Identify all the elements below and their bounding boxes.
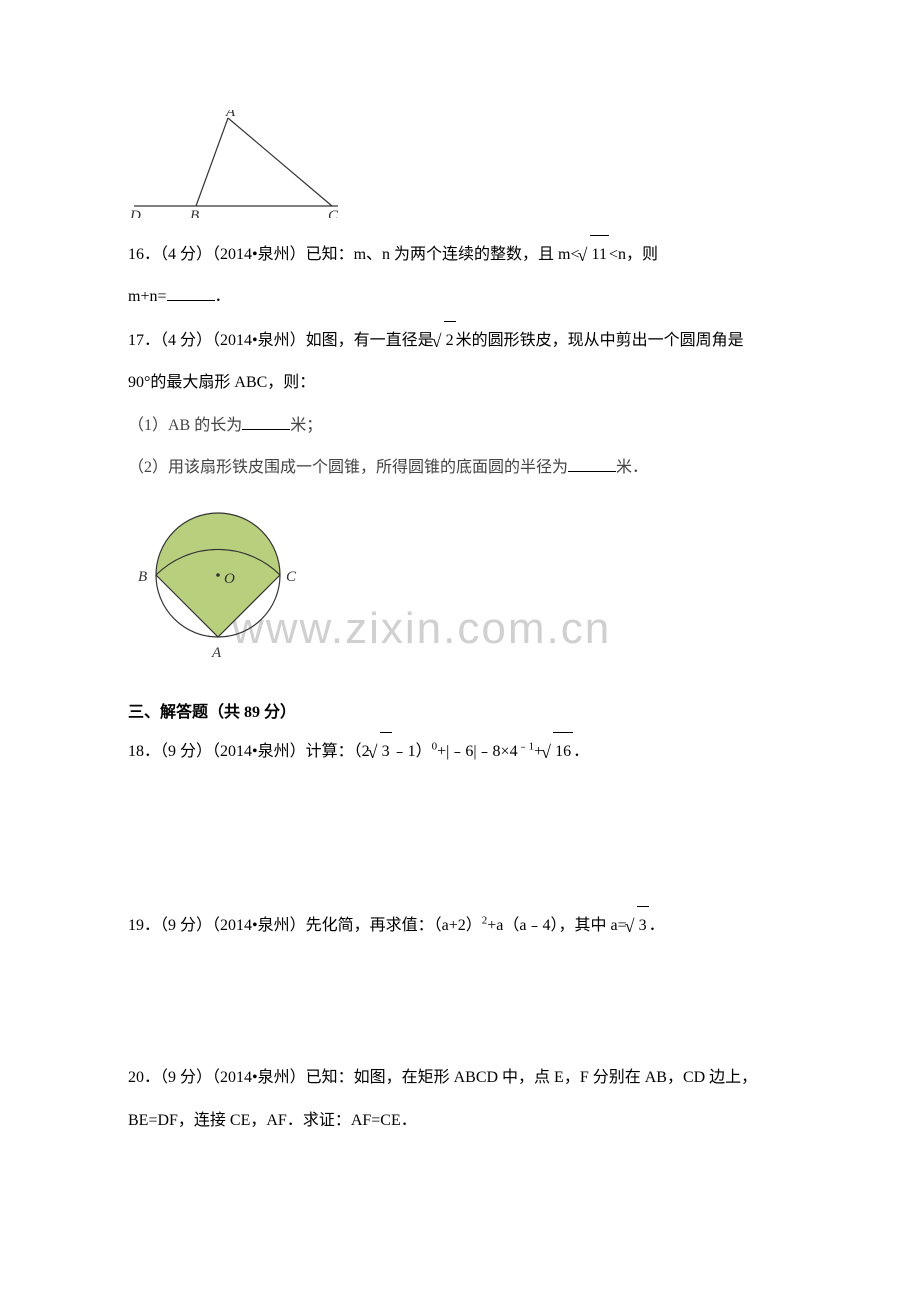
q17-s2post: 米． (616, 459, 648, 476)
q20-l2: BE=DF，连接 CE，AF．求证：AF=CE． (128, 1112, 417, 1129)
circle-figure: O B C A (128, 499, 792, 674)
page-content: A B C D 16．（4 分）（2014•泉州）已知：m、n 为两个连续的整数… (128, 110, 792, 1140)
q16-prefix: 16．（4 分）（2014•泉州）已知：m、n 为两个连续的整数，且 m< (128, 246, 580, 263)
sqrt-icon: 3 (627, 906, 649, 945)
q17-s1pre: （1）AB 的长为 (128, 417, 242, 434)
q20-l1: 20．（9 分）（2014•泉州）已知：如图，在矩形 ABCD 中，点 E，F … (128, 1069, 757, 1086)
q20-line1: 20．（9 分）（2014•泉州）已知：如图，在矩形 ABCD 中，点 E，F … (128, 1059, 792, 1097)
q17-l2: 90°的最大扇形 ABC，则： (128, 374, 315, 391)
q17-sub2: （2）用该扇形铁皮围成一个圆锥，所得圆锥的底面圆的半径为 米． (128, 449, 792, 487)
q16-l2post: ． (215, 288, 231, 305)
q20-line2: BE=DF，连接 CE，AF．求证：AF=CE． (128, 1102, 792, 1140)
q19-mid: +a（a﹣4），其中 a= (487, 917, 626, 934)
sqrt-icon: 11 (580, 235, 609, 274)
q16-mid: <n，则 (609, 246, 658, 263)
triangle-svg: A B C D (128, 110, 338, 218)
label-c2: C (286, 569, 297, 585)
q17-mid: 米的圆形铁皮，现从中剪出一个圆周角是 (456, 332, 744, 349)
q16-line1: 16．（4 分）（2014•泉州）已知：m、n 为两个连续的整数，且 m< 11<… (128, 235, 792, 274)
q17-line1: 17．（4 分）（2014•泉州）如图，有一直径是 2米的圆形铁皮，现从中剪出一个… (128, 321, 792, 360)
label-b: B (190, 208, 199, 218)
circle-svg: O B C A (128, 499, 308, 669)
sqrt-icon: 2 (434, 321, 456, 360)
spacer (128, 949, 792, 1059)
section3-title: 三、解答题（共 89 分） (128, 698, 792, 722)
label-a: A (225, 110, 236, 120)
label-a2: A (211, 645, 222, 661)
q18-sup2: ﹣1 (518, 741, 535, 753)
sqrt-icon: 3 (370, 732, 392, 771)
q18-sqrt2: 16 (553, 732, 573, 771)
section3-text: 三、解答题（共 89 分） (128, 704, 296, 721)
q18-mid2: +|﹣6|﹣8×4 (437, 743, 517, 760)
q19-prefix: 19．（9 分）（2014•泉州）先化简，再求值：（a+2） (128, 917, 482, 934)
q18-sqrt1: 3 (380, 732, 392, 771)
q18-line: 18．（9 分）（2014•泉州）计算：（23﹣1）0+|﹣6|﹣8×4﹣1+1… (128, 732, 792, 771)
sqrt-icon: 16 (543, 732, 573, 771)
label-d: D (129, 208, 141, 218)
q16-line2: m+n= ． (128, 278, 792, 316)
q19-sqrt: 3 (637, 906, 649, 945)
label-b2: B (138, 569, 147, 585)
q16-sqrt: 11 (590, 235, 609, 274)
q17-sub1: （1）AB 的长为 米； (128, 407, 792, 445)
q19-line: 19．（9 分）（2014•泉州）先化简，再求值：（a+2）2+a（a﹣4），其… (128, 906, 792, 945)
q17-s1post: 米； (290, 417, 322, 434)
blank-fill (167, 285, 215, 301)
q18-mid1: ﹣1） (392, 743, 432, 760)
q17-prefix: 17．（4 分）（2014•泉州）如图，有一直径是 (128, 332, 434, 349)
q17-s2pre: （2）用该扇形铁皮围成一个圆锥，所得圆锥的底面圆的半径为 (128, 459, 568, 476)
q18-end: ． (573, 743, 589, 760)
label-c: C (328, 208, 338, 218)
label-o: O (224, 571, 235, 587)
q16-l2pre: m+n= (128, 288, 167, 305)
q19-end: ． (649, 917, 665, 934)
spacer (128, 776, 792, 906)
q17-sqrt: 2 (444, 321, 456, 360)
q17-line2: 90°的最大扇形 ABC，则： (128, 364, 792, 402)
q18-prefix: 18．（9 分）（2014•泉州）计算：（2 (128, 743, 370, 760)
blank-fill (242, 414, 290, 430)
blank-fill (568, 456, 616, 472)
triangle-figure: A B C D (128, 110, 792, 223)
